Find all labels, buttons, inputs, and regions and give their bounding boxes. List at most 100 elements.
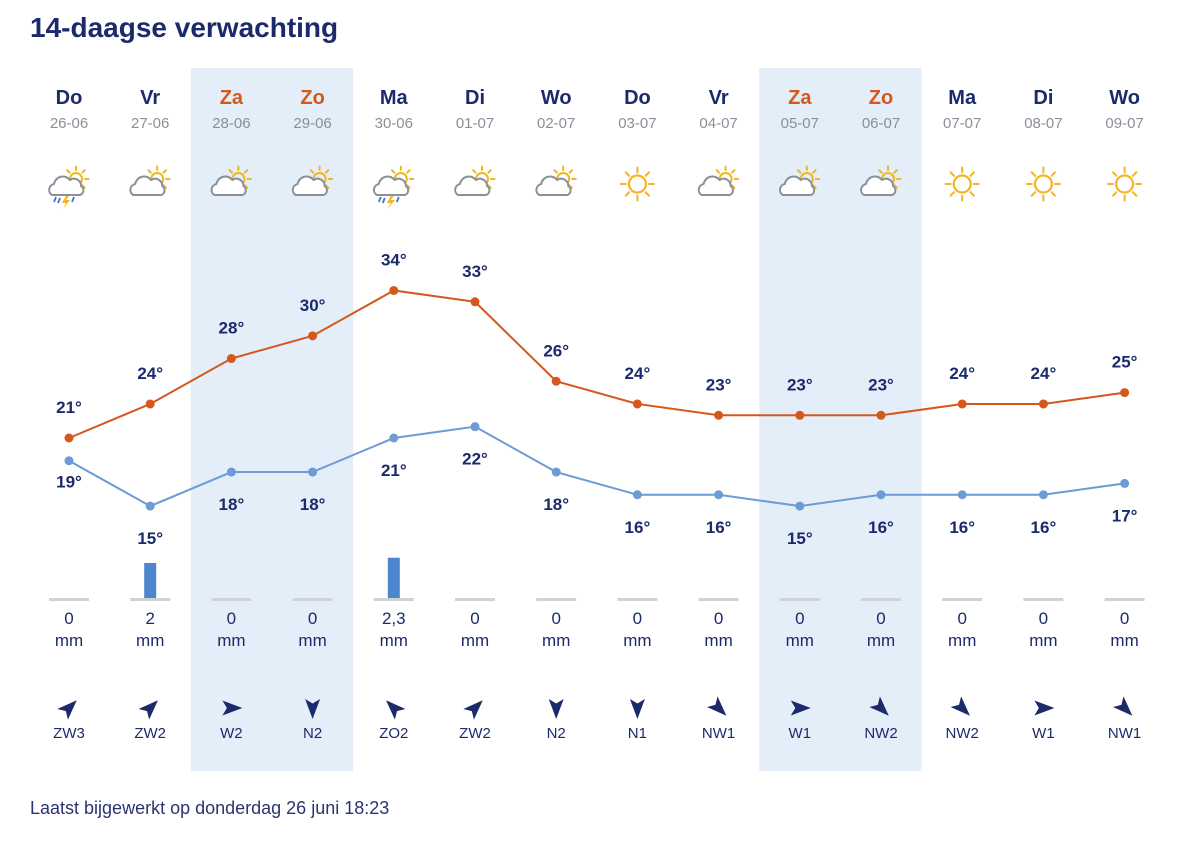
precip-unit: mm: [136, 631, 164, 650]
date-label: 09-07: [1105, 115, 1143, 132]
sun-icon: [1107, 166, 1143, 202]
wind-label: N2: [547, 725, 566, 742]
weekend-band: [190, 68, 354, 771]
day-label: Di: [465, 87, 485, 109]
max-temp-point: [470, 297, 480, 307]
wind-label: NW2: [864, 725, 897, 742]
wind-direction-icon: [305, 699, 321, 719]
min-temp-point: [308, 467, 318, 477]
day-label: Ma: [948, 87, 977, 109]
precip-unit: mm: [55, 631, 83, 650]
wind-direction-icon: [1112, 696, 1133, 716]
precip-unit: mm: [1110, 631, 1138, 650]
precip-unit: mm: [704, 631, 732, 650]
max-temp-label: 24°: [949, 364, 975, 383]
min-temp-point: [795, 501, 805, 511]
min-temp-point: [145, 501, 155, 511]
day-label: Do: [624, 87, 651, 109]
max-temp-point: [1038, 399, 1048, 409]
min-temp-label: 17°: [1112, 506, 1138, 525]
min-temp-label: 16°: [706, 518, 732, 537]
precip-unit: mm: [786, 631, 814, 650]
wind-direction-icon: [790, 700, 811, 716]
max-temp-point: [714, 410, 724, 420]
wind-direction-icon: [869, 696, 889, 716]
date-label: 05-07: [781, 115, 819, 132]
wind-label: N1: [628, 725, 647, 742]
min-temp-label: 18°: [300, 495, 326, 514]
date-label: 03-07: [618, 115, 656, 132]
day-label: Wo: [541, 87, 572, 109]
min-temp-point: [876, 490, 886, 500]
wind-label: N2: [303, 725, 322, 742]
wind-label: ZW2: [134, 725, 166, 742]
sun-icon: [1025, 166, 1061, 202]
max-temp-label: 24°: [137, 364, 163, 383]
precip-value: 0: [1039, 609, 1048, 628]
precip-value: 0: [1120, 609, 1129, 628]
last-updated-text: Laatst bijgewerkt op donderdag 26 juni 1…: [30, 798, 390, 818]
wind-direction-icon: [57, 700, 77, 720]
wind-direction-icon: [138, 700, 158, 720]
min-temp-point: [1038, 490, 1048, 500]
max-temp-label: 28°: [219, 319, 245, 338]
min-temp-label: 18°: [543, 495, 569, 514]
min-temp-label: 21°: [381, 461, 407, 480]
precip-value: 0: [551, 609, 560, 628]
min-temp-point: [64, 456, 74, 466]
max-temp-label: 23°: [787, 375, 813, 394]
max-temp-label: 26°: [543, 341, 569, 360]
date-label: 02-07: [537, 115, 575, 132]
max-temp-label: 23°: [706, 375, 732, 394]
min-temp-label: 16°: [949, 518, 975, 537]
max-temp-label: 23°: [868, 375, 894, 394]
sun-cloud-icon: [291, 165, 334, 196]
date-label: 07-07: [943, 115, 981, 132]
forecast-chart: Do 26-06 Vr 27-06 Za 28-06 Zo 29-06 Ma 30-06 Di 01-…: [48, 68, 1145, 771]
day-label: Di: [1033, 87, 1053, 109]
precip-value: 2,3: [382, 609, 406, 628]
precip-value: 0: [470, 609, 479, 628]
date-label: 26-06: [50, 115, 88, 132]
sun-icon: [944, 166, 980, 202]
precip-unit: mm: [1029, 631, 1057, 650]
min-temp-point: [470, 422, 480, 432]
min-temp-label: 18°: [219, 495, 245, 514]
max-temp-point: [957, 399, 967, 409]
max-temp-point: [632, 399, 642, 409]
sun-cloud-thunder-icon: [48, 165, 90, 209]
date-label: 27-06: [131, 115, 169, 132]
max-temp-line: [68, 289, 1125, 439]
max-temp-label: 21°: [56, 398, 82, 417]
min-temp-point: [226, 467, 236, 477]
max-temp-point: [226, 354, 236, 364]
wind-label: W2: [220, 725, 243, 742]
day-label: Zo: [869, 87, 893, 109]
sun-cloud-icon: [860, 165, 902, 196]
weekend-band: [759, 68, 922, 771]
wind-direction-icon: [706, 696, 727, 716]
precip-value: 0: [795, 609, 804, 628]
min-temp-point: [389, 433, 399, 443]
precip-unit: mm: [380, 631, 408, 650]
wind-label: NW1: [1108, 725, 1141, 742]
day-label: Zo: [300, 87, 324, 109]
precip-unit: mm: [542, 631, 570, 650]
wind-label: W1: [789, 725, 812, 742]
day-label: Za: [788, 87, 812, 109]
precip-value: 0: [308, 609, 317, 628]
max-temp-label: 34°: [381, 250, 407, 269]
wind-label: W1: [1032, 725, 1055, 742]
precip-unit: mm: [298, 631, 326, 650]
date-label: 04-07: [699, 115, 737, 132]
date-label: 29-06: [293, 115, 331, 132]
max-temp-point: [308, 331, 318, 341]
precip-unit: mm: [217, 631, 245, 650]
day-label: Do: [56, 87, 83, 109]
min-temp-label: 16°: [625, 518, 651, 537]
precip-value: 0: [633, 609, 642, 628]
wind-label: ZW3: [53, 725, 85, 742]
date-label: 08-07: [1024, 115, 1062, 132]
min-temp-point: [714, 490, 724, 500]
day-label: Ma: [380, 87, 409, 109]
